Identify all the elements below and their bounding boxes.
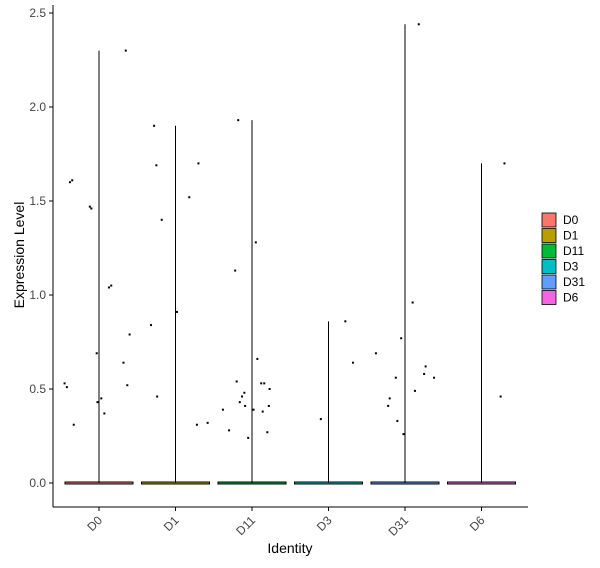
data-point xyxy=(351,361,354,364)
data-point xyxy=(411,301,414,304)
data-point xyxy=(267,404,270,407)
data-point xyxy=(247,436,250,439)
data-point xyxy=(156,395,159,398)
data-point xyxy=(402,433,405,436)
legend-swatch xyxy=(541,212,557,228)
x-tick-label: D0 xyxy=(84,513,105,534)
data-point xyxy=(128,333,131,336)
y-tick-label: 2.5 xyxy=(29,6,46,20)
data-point xyxy=(150,324,153,327)
data-point xyxy=(197,162,200,165)
data-point xyxy=(126,384,129,387)
x-tick-label: D3 xyxy=(314,513,335,534)
data-point xyxy=(263,382,266,385)
x-tick-label: D6 xyxy=(467,513,488,534)
data-point xyxy=(155,164,158,167)
data-point xyxy=(68,181,71,184)
x-axis-ticks: D0 D1 D11 D3 D31 D6 xyxy=(84,507,488,539)
data-point xyxy=(95,352,98,355)
data-point xyxy=(90,207,93,210)
x-tick-label: D1 xyxy=(161,513,182,534)
data-point xyxy=(244,404,247,407)
y-tick-label: 0.0 xyxy=(29,476,46,490)
data-point xyxy=(417,23,420,26)
y-tick-label: 1.5 xyxy=(29,194,46,208)
legend-label: D6 xyxy=(563,291,579,305)
data-point xyxy=(260,382,263,385)
data-point xyxy=(387,404,390,407)
legend-swatch xyxy=(541,228,557,243)
x-tick-label: D31 xyxy=(386,513,412,539)
data-point xyxy=(234,269,237,272)
legend-swatch xyxy=(541,274,557,290)
y-tick-label: 1.0 xyxy=(29,288,46,302)
data-point xyxy=(266,431,269,434)
data-point xyxy=(503,162,506,165)
data-point xyxy=(221,408,224,411)
data-point xyxy=(268,388,271,390)
data-point xyxy=(124,49,127,52)
data-point xyxy=(256,357,259,360)
data-point xyxy=(206,421,209,424)
y-tick-label: 0.5 xyxy=(29,382,46,396)
legend-swatch xyxy=(541,243,557,259)
data-point xyxy=(237,119,240,122)
data-point xyxy=(122,361,125,364)
data-point xyxy=(344,320,347,323)
data-point xyxy=(238,401,241,404)
data-point xyxy=(195,423,198,426)
data-point xyxy=(388,397,391,400)
legend-swatch xyxy=(541,259,557,274)
data-point xyxy=(252,408,255,411)
data-point xyxy=(65,386,68,389)
violins-layer xyxy=(64,24,516,485)
data-point xyxy=(261,410,264,413)
data-point xyxy=(103,412,106,415)
data-point xyxy=(96,401,99,404)
legend-label: D31 xyxy=(563,275,585,289)
data-point xyxy=(228,429,231,432)
data-point xyxy=(423,372,426,375)
data-point xyxy=(243,391,246,394)
legend-swatch xyxy=(541,290,557,305)
data-point xyxy=(319,418,322,421)
data-point xyxy=(241,395,244,398)
data-point xyxy=(107,286,110,289)
data-point xyxy=(254,241,257,244)
data-point xyxy=(433,376,436,379)
data-point xyxy=(100,397,103,400)
data-point xyxy=(188,196,191,199)
data-point xyxy=(413,389,416,392)
legend-label: D11 xyxy=(563,244,584,258)
data-point xyxy=(424,365,427,368)
data-point xyxy=(153,124,156,127)
data-point xyxy=(72,423,75,426)
data-point xyxy=(396,419,399,422)
legend-label: D1 xyxy=(563,229,579,243)
x-tick-label: D11 xyxy=(233,513,258,538)
data-point xyxy=(400,337,403,340)
y-tick-label: 2.0 xyxy=(29,100,46,114)
y-axis-title: Expression Level xyxy=(11,202,27,309)
data-point xyxy=(63,382,66,385)
points-layer xyxy=(63,23,506,439)
y-axis-ticks: 0.0 0.5 1.0 1.5 2.0 2.5 xyxy=(29,6,53,490)
x-axis-title: Identity xyxy=(267,540,312,556)
data-point xyxy=(110,284,113,287)
data-point xyxy=(88,205,91,208)
data-point xyxy=(499,395,502,398)
data-point xyxy=(71,179,74,182)
data-point xyxy=(160,218,163,221)
legend-label: D3 xyxy=(563,260,579,274)
data-point xyxy=(374,352,377,355)
legend-label: D0 xyxy=(563,213,579,227)
data-point xyxy=(235,380,238,383)
data-point xyxy=(394,376,397,379)
data-point xyxy=(176,310,179,313)
